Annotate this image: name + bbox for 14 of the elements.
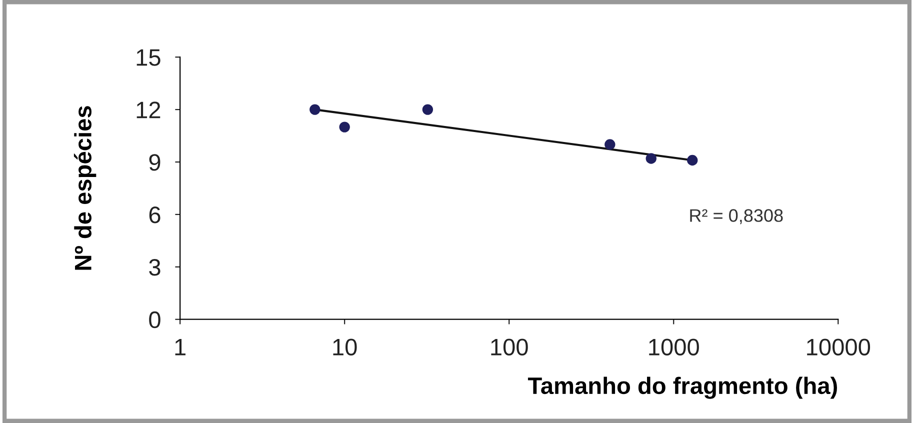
x-tick-label: 10000 [807,338,870,356]
y-tick-label: 9 [149,154,160,171]
y-axis-title: Nº de espécies [74,106,96,270]
x-tick-label: 10 [333,338,357,356]
x-tick-label: 1000 [649,338,699,356]
x-axis-title: Tamanho do fragmento (ha) [528,376,837,399]
annotation: R² = 0,8308 [690,209,783,224]
x-tick-label: 1 [175,338,186,356]
y-tick-label: 12 [136,102,160,118]
y-tick-label: 6 [149,206,160,224]
x-tick-label: 100 [491,338,528,356]
y-tick-label: 3 [149,258,160,276]
y-tick-label: 15 [136,49,160,66]
y-tick-label: 0 [149,311,160,328]
